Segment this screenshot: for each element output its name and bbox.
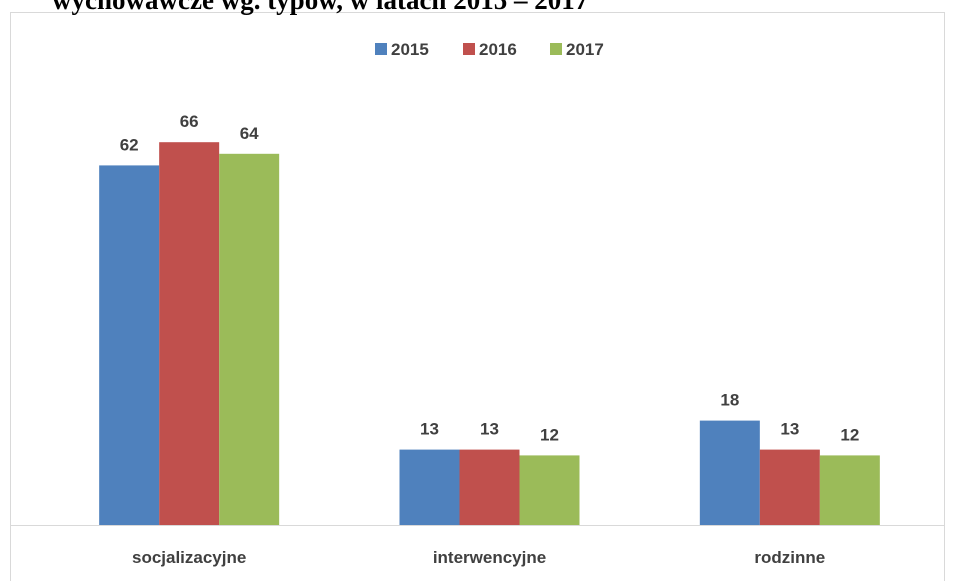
- legend-swatch: [550, 43, 562, 55]
- bar: [159, 142, 220, 525]
- legend-swatch: [375, 43, 387, 55]
- bar: [759, 449, 820, 525]
- data-label: 66: [180, 112, 199, 131]
- data-label: 13: [780, 420, 799, 439]
- bar: [699, 420, 760, 525]
- data-label: 13: [480, 420, 499, 439]
- legend-label: 2017: [566, 40, 604, 59]
- data-label: 64: [240, 124, 259, 143]
- bar: [399, 449, 460, 525]
- legend-label: 2015: [391, 40, 429, 59]
- bar: [219, 153, 280, 526]
- x-tick-label: socjalizacyjne: [132, 548, 246, 567]
- data-label: 62: [120, 135, 139, 154]
- bar: [459, 449, 520, 525]
- data-label: 13: [420, 420, 439, 439]
- bar: [519, 455, 580, 525]
- legend-label: 2016: [479, 40, 517, 59]
- bar: [819, 455, 880, 525]
- chart-title: wychowawcze wg. typów, w latach 2015 – 2…: [52, 0, 588, 15]
- x-tick-label: rodzinne: [754, 548, 825, 567]
- bar: [99, 165, 160, 525]
- legend-swatch: [463, 43, 475, 55]
- data-label: 12: [840, 425, 859, 444]
- data-label: 18: [720, 391, 739, 410]
- data-label: 12: [540, 425, 559, 444]
- x-tick-label: interwencyjne: [433, 548, 546, 567]
